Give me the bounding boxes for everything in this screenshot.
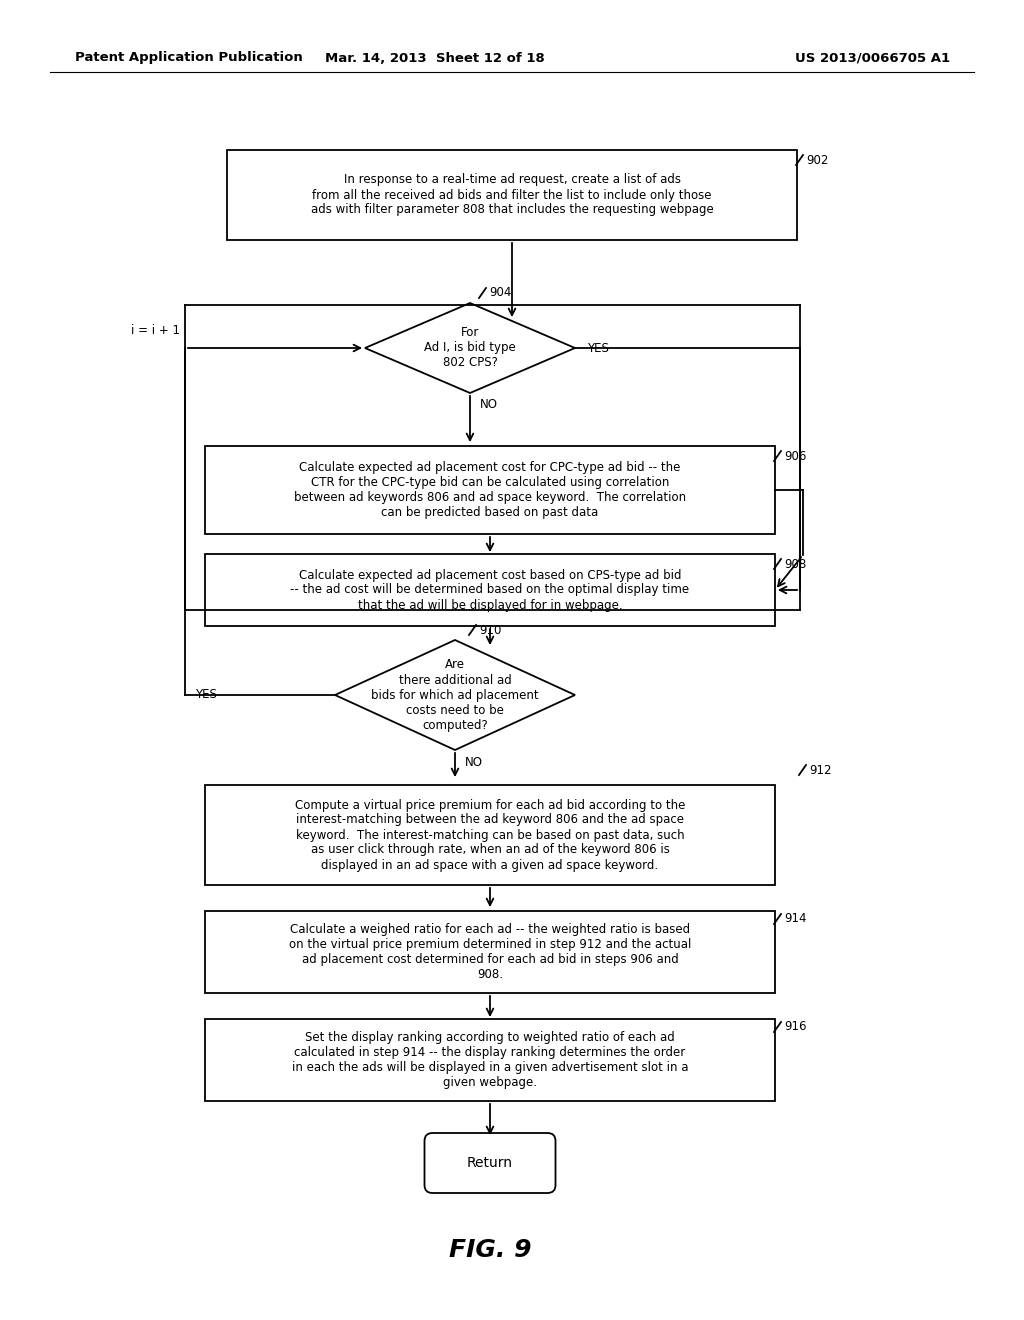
Text: 906: 906: [784, 450, 806, 462]
Text: YES: YES: [587, 342, 609, 355]
Text: Set the display ranking according to weighted ratio of each ad
calculated in ste: Set the display ranking according to wei…: [292, 1031, 688, 1089]
Bar: [205, 554, 775, 626]
Text: i = i + 1: i = i + 1: [131, 323, 180, 337]
Text: For
Ad I, is bid type
802 CPS?: For Ad I, is bid type 802 CPS?: [424, 326, 516, 370]
Text: Are
there additional ad
bids for which ad placement
costs need to be
computed?: Are there additional ad bids for which a…: [371, 659, 539, 731]
Bar: [227, 150, 797, 240]
Bar: [205, 911, 775, 993]
Text: Mar. 14, 2013  Sheet 12 of 18: Mar. 14, 2013 Sheet 12 of 18: [326, 51, 545, 65]
Text: US 2013/0066705 A1: US 2013/0066705 A1: [795, 51, 950, 65]
Text: 912: 912: [809, 763, 831, 776]
Text: 908: 908: [784, 557, 806, 570]
FancyBboxPatch shape: [425, 1133, 555, 1193]
Text: 902: 902: [806, 153, 828, 166]
Text: Calculate expected ad placement cost based on CPS-type ad bid
-- the ad cost wil: Calculate expected ad placement cost bas…: [291, 569, 689, 611]
Bar: [205, 1019, 775, 1101]
Text: NO: NO: [480, 399, 498, 412]
Text: 904: 904: [489, 286, 511, 300]
Text: Calculate a weighed ratio for each ad -- the weighted ratio is based
on the virt: Calculate a weighed ratio for each ad --…: [289, 923, 691, 981]
Polygon shape: [335, 640, 575, 750]
Text: Calculate expected ad placement cost for CPC-type ad bid -- the
CTR for the CPC-: Calculate expected ad placement cost for…: [294, 461, 686, 519]
Text: Return: Return: [467, 1156, 513, 1170]
Text: FIG. 9: FIG. 9: [449, 1238, 531, 1262]
Bar: [205, 446, 775, 535]
Text: Patent Application Publication: Patent Application Publication: [75, 51, 303, 65]
Text: NO: NO: [465, 755, 483, 768]
Text: 916: 916: [784, 1020, 807, 1034]
Bar: [205, 785, 775, 884]
Text: In response to a real-time ad request, create a list of ads
from all the receive: In response to a real-time ad request, c…: [310, 173, 714, 216]
Polygon shape: [365, 304, 575, 393]
Text: YES: YES: [195, 689, 217, 701]
Text: 910: 910: [479, 623, 502, 636]
Text: 914: 914: [784, 912, 807, 925]
Text: Compute a virtual price premium for each ad bid according to the
interest-matchi: Compute a virtual price premium for each…: [295, 799, 685, 871]
